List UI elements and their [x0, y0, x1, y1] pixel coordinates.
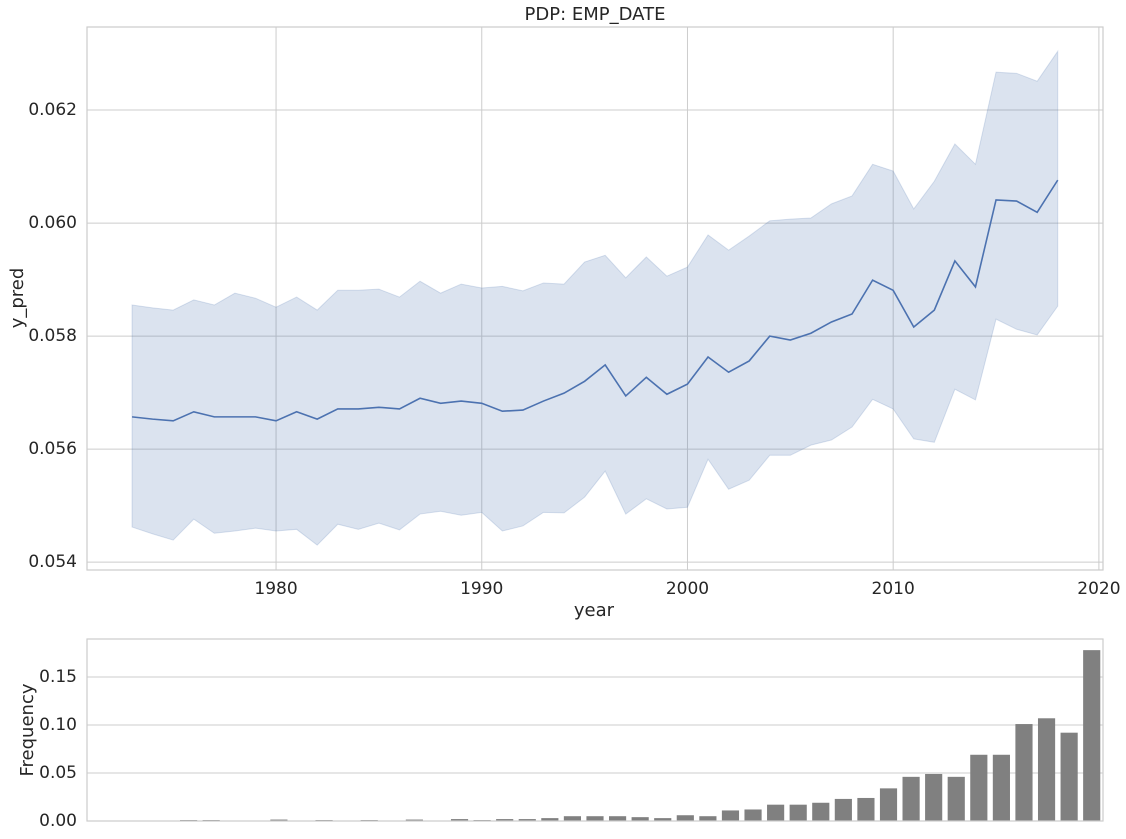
bar — [1060, 732, 1078, 821]
axes-frame — [86, 26, 1104, 571]
bar — [631, 817, 649, 821]
confidence-band — [131, 49, 1059, 546]
bar — [744, 809, 762, 821]
bar — [1015, 724, 1033, 821]
y-tick-label: 0.054 — [28, 552, 77, 572]
bar — [699, 816, 717, 821]
bar — [450, 819, 469, 821]
bar — [676, 815, 694, 821]
bar — [608, 816, 627, 821]
bar — [834, 798, 852, 821]
bar — [767, 804, 785, 821]
x-tick-label: 1990 — [460, 579, 503, 599]
x-axis-label: year — [574, 600, 615, 621]
bar — [789, 804, 807, 821]
x-tick-label: 2020 — [1077, 579, 1120, 599]
bar — [518, 819, 536, 821]
bar — [563, 816, 582, 821]
y-tick-label: 0.00 — [39, 811, 77, 831]
axes-frame — [86, 638, 1104, 822]
y-tick-label: 0.05 — [39, 763, 77, 783]
bar — [902, 776, 920, 821]
bar — [857, 797, 875, 821]
chart-title: PDP: EMP_DATE — [525, 4, 666, 25]
bar — [541, 818, 559, 821]
y-axis-label: y_pred — [7, 268, 28, 329]
y-axis-label: Frequency — [17, 683, 38, 776]
bar — [721, 810, 740, 821]
y-tick-label: 0.062 — [28, 100, 77, 120]
bar — [654, 818, 672, 821]
x-tick-label: 2000 — [666, 579, 709, 599]
x-tick-label: 1980 — [254, 579, 297, 599]
bar — [1083, 650, 1101, 821]
bar — [270, 819, 288, 821]
bar — [586, 816, 604, 821]
y-tick-label: 0.058 — [28, 326, 77, 346]
y-tick-label: 0.056 — [28, 439, 77, 459]
x-tick-label: 2010 — [872, 579, 915, 599]
bar — [925, 773, 943, 821]
y-tick-label: 0.10 — [39, 715, 77, 735]
bar — [496, 819, 514, 821]
bar — [405, 819, 423, 821]
bar — [1037, 718, 1056, 821]
bar — [947, 776, 965, 821]
bar — [992, 754, 1010, 821]
y-tick-label: 0.15 — [39, 667, 77, 687]
bar — [970, 754, 988, 821]
bar — [879, 788, 898, 821]
line — [131, 179, 1059, 422]
bar — [812, 802, 830, 821]
y-tick-label: 0.060 — [28, 213, 77, 233]
